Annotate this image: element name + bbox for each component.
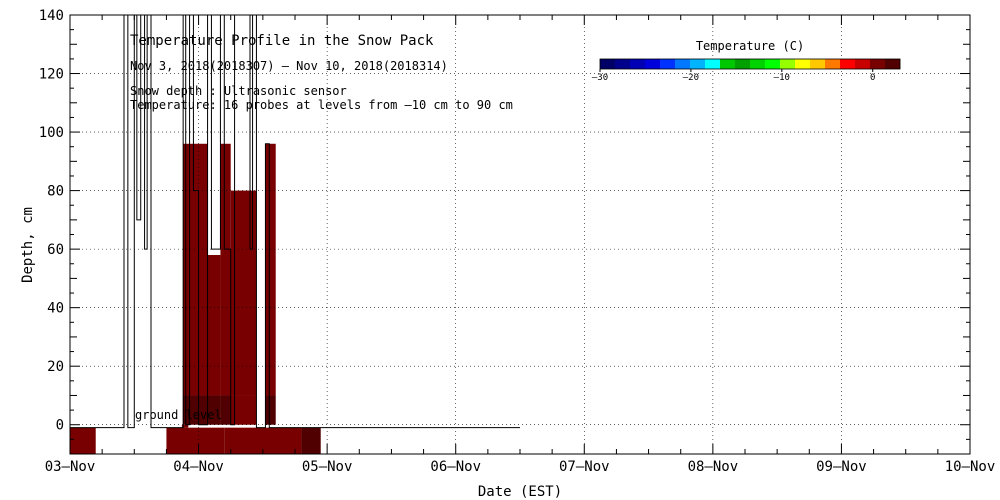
heatmap-cell (183, 143, 208, 396)
x-tick-label: 10–Nov (945, 459, 996, 475)
x-tick-label: 05–Nov (302, 459, 353, 475)
x-tick-label: 09–Nov (816, 459, 867, 475)
heatmap-cell (207, 395, 221, 425)
x-tick-label: 04–Nov (173, 459, 224, 475)
x-tick-label: 07–Nov (559, 459, 610, 475)
y-tick-label: 60 (47, 242, 64, 258)
heatmap-cell (301, 427, 321, 454)
snow-depth-line-layer (70, 14, 520, 429)
colorbar-swatch (660, 59, 676, 69)
y-tick-label: 20 (47, 359, 64, 375)
y-tick-label: 80 (47, 184, 64, 200)
y-tick-label: 0 (56, 418, 64, 434)
colorbar-swatch (855, 59, 871, 69)
colorbar-swatch (675, 59, 691, 69)
colorbar-swatch (885, 59, 901, 69)
colorbar-swatch (750, 59, 766, 69)
colorbar-swatch (735, 59, 751, 69)
ground-level-label: ground level (135, 408, 222, 422)
x-tick-label: 08–Nov (688, 459, 739, 475)
colorbar-swatch (645, 59, 661, 69)
colorbar: –30 –20 –10 0 (592, 58, 901, 83)
heatmap-cell (220, 395, 231, 425)
x-tick-label: 06–Nov (430, 459, 481, 475)
colorbar-swatch (780, 59, 796, 69)
colorbar-tick-label: 0 (870, 73, 875, 83)
heatmap-cell (265, 395, 276, 425)
heatmap-cell (181, 424, 189, 428)
x-axis-label: Date (EST) (478, 484, 562, 500)
colorbar-swatch (810, 59, 826, 69)
heatmap-cell (183, 395, 208, 425)
colorbar-swatch (600, 59, 616, 69)
snow-depth-line (70, 14, 520, 429)
colorbar-swatch (615, 59, 631, 69)
colorbar-swatch (630, 59, 646, 69)
y-axis-label: Depth, cm (20, 207, 36, 283)
colorbar-swatch (705, 59, 721, 69)
y-tick-label: 100 (39, 125, 64, 141)
heatmap-cell (220, 143, 231, 396)
chart-note-snow-depth: Snow depth : Ultrasonic sensor (130, 84, 347, 98)
colorbar-swatch (720, 59, 736, 69)
y-tick-label: 140 (39, 8, 64, 24)
x-tick-label: 03–Nov (45, 459, 96, 475)
colorbar-swatch (690, 59, 706, 69)
colorbar-swatch (840, 59, 856, 69)
heatmap-cell (70, 427, 96, 454)
heatmap-cell (166, 427, 225, 454)
colorbar-swatch (765, 59, 781, 69)
colorbar-title: Temperature (C) (696, 39, 804, 53)
colorbar-swatch (870, 59, 886, 69)
chart-subtitle: Nov 3, 2018(2018307) – Nov 10, 2018(2018… (130, 59, 448, 73)
colorbar-swatch (795, 59, 811, 69)
chart-note-temperature: Temperature: 16 probes at levels from –1… (130, 98, 513, 112)
chart-title: Temperature Profile in the Snow Pack (130, 33, 434, 49)
axis-ticks: 03–Nov 04–Nov 05–Nov 06–Nov 07–Nov 08–Nov 09–N… (39, 8, 996, 475)
y-tick-label: 120 (39, 67, 64, 83)
colorbar-tick-label: –20 (683, 73, 699, 83)
colorbar-swatch (825, 59, 841, 69)
heatmap-cell (207, 254, 221, 396)
colorbar-frame (599, 58, 901, 70)
y-tick-label: 40 (47, 301, 64, 317)
colorbar-tick-label: –10 (774, 73, 790, 83)
heatmap-cell (265, 143, 276, 396)
colorbar-tick-label: –30 (592, 73, 608, 83)
